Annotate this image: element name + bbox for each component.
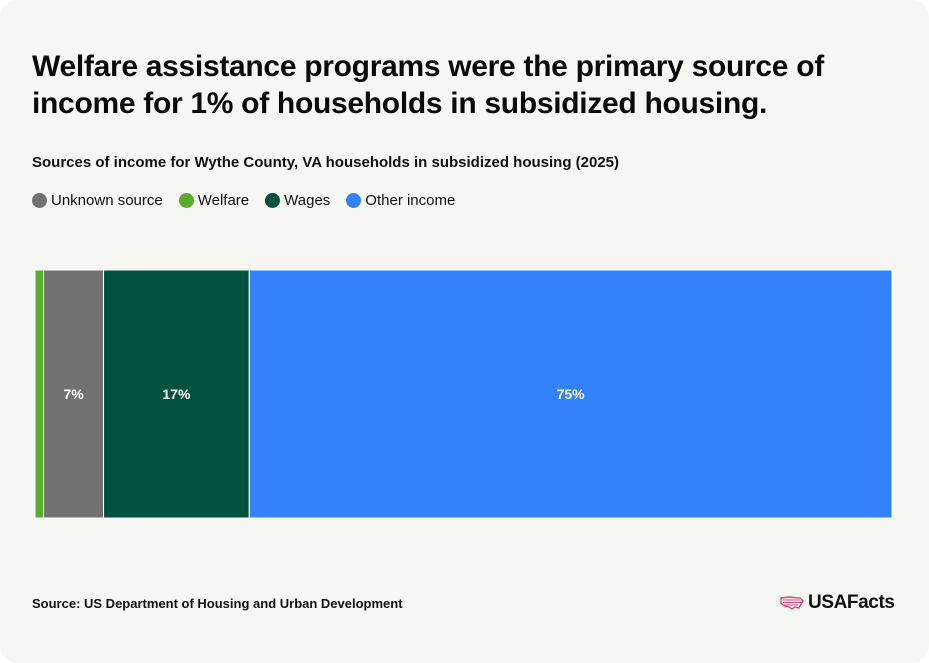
data-label-wages: 17% [162,386,191,402]
bar-segment-welfare [34,269,45,519]
legend-item-welfare: Welfare [178,192,250,209]
chart-subtitle: Sources of income for Wythe County, VA h… [32,154,620,171]
logo-text: USAFacts [808,592,895,613]
legend-label-welfare: Welfare [197,192,250,209]
legend-swatch-wages [265,193,281,208]
legend-swatch-other [346,193,362,208]
bar-segment-other-income [248,269,893,519]
legend-label-unknown: Unknown source [51,192,163,209]
data-label-unknown-source: 7% [63,386,84,402]
source-note: Source: US Department of Housing and Urb… [32,596,403,611]
us-map-flag-icon [780,596,804,610]
legend-swatch-welfare [178,193,194,208]
legend-label-wages: Wages [284,192,331,209]
chart-title: Welfare assistance programs were the pri… [32,50,824,120]
legend-swatch-unknown [32,193,47,208]
legend-item-wages: Wages [265,192,330,209]
data-label-other-income: 75% [557,386,586,402]
usafacts-logo: USAFacts [780,592,895,614]
legend-item-unknown: Unknown source [32,192,163,209]
legend-item-other: Other income [346,192,455,209]
legend-label-other: Other income [365,192,456,209]
legend: Unknown source Welfare Wages Other incom… [32,192,455,209]
